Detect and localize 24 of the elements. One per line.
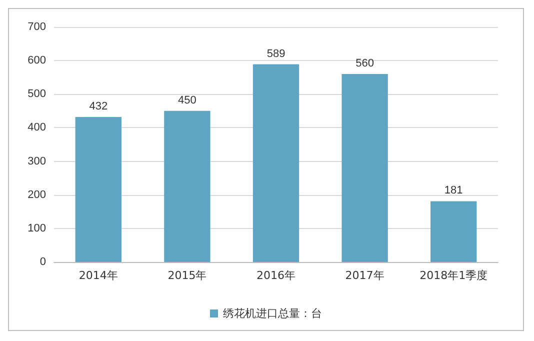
x-tick-label: 2015年 (168, 269, 207, 282)
data-label: 589 (266, 48, 286, 60)
data-label: 450 (178, 94, 196, 106)
bar (430, 201, 477, 262)
x-tick-label: 2017年 (345, 269, 384, 282)
data-label: 432 (89, 100, 108, 112)
x-tick-label: 2016年 (256, 269, 296, 282)
bar (75, 116, 122, 262)
bar (252, 64, 300, 262)
y-tick-label: 0 (40, 256, 46, 268)
data-label: 560 (356, 58, 374, 70)
y-tick-label: 100 (28, 222, 46, 234)
data-label: 181 (444, 184, 463, 197)
y-tick-label: 200 (28, 188, 46, 201)
y-tick-label: 500 (28, 88, 46, 100)
x-tick-label: 2018年1季度 (420, 269, 488, 282)
y-tick-label: 400 (28, 122, 46, 134)
x-tick-label: 2014年 (78, 269, 118, 282)
y-tick-label: 300 (28, 155, 46, 168)
bar (164, 110, 210, 262)
bar (342, 74, 388, 262)
y-tick-label: 700 (28, 21, 46, 33)
legend-label: 绣花机进口总量：台 (223, 307, 322, 320)
y-tick-label: 600 (28, 54, 46, 67)
